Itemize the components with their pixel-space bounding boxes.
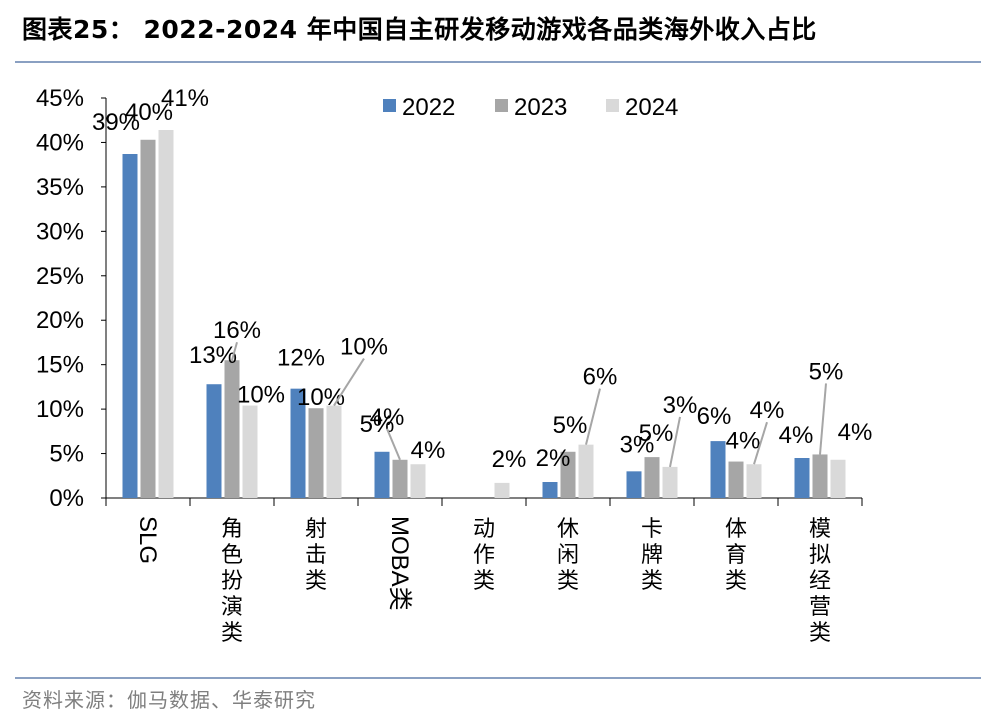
y-tick-label: 40%: [36, 129, 84, 156]
data-label: 3%: [620, 431, 655, 458]
bar-2024-9: [830, 459, 846, 498]
data-label: 4%: [726, 428, 761, 455]
data-label: 2%: [536, 445, 571, 472]
bar-2023-9: [812, 454, 828, 498]
data-label: 3%: [663, 392, 698, 419]
data-label: 13%: [189, 342, 237, 369]
bar-2023-1: [140, 139, 156, 498]
bar-2022-1: [122, 154, 138, 498]
x-category-label-9: 模拟经营类: [809, 516, 831, 645]
x-category-label-8: 体育类: [725, 516, 747, 593]
y-tick-label: 45%: [36, 85, 84, 112]
x-category-label-5: 动作类: [473, 516, 495, 593]
data-label: 2%: [492, 446, 527, 473]
bar-2022-6: [542, 482, 558, 498]
data-label: 6%: [697, 403, 732, 430]
bar-2023-4: [392, 459, 408, 498]
legend-label-2022: 2022: [402, 94, 455, 121]
bar-2024-3: [326, 405, 342, 498]
x-category-label-6: 休闲类: [557, 516, 579, 593]
data-label: 5%: [553, 412, 588, 439]
y-tick-label: 10%: [36, 396, 84, 423]
legend-swatch-2023: [495, 99, 508, 112]
bar-2022-4: [374, 451, 390, 498]
legend-label-2023: 2023: [514, 94, 567, 121]
data-label: 10%: [297, 384, 345, 411]
bar-2023-2: [224, 360, 240, 498]
bar-2024-7: [662, 466, 678, 498]
x-category-label-4: MOBA类: [386, 516, 413, 611]
data-label: 10%: [237, 382, 285, 409]
bar-2024-8: [746, 464, 762, 498]
leader-line: [585, 388, 601, 445]
bar-2022-3: [290, 388, 306, 498]
leader-line: [669, 416, 681, 468]
bar-2023-6: [560, 451, 576, 498]
data-label: 5%: [809, 358, 844, 385]
data-label: 10%: [340, 334, 388, 361]
y-tick-label: 20%: [36, 307, 84, 334]
bar-chart: 0% 5% 10% 15% 20% 25% 30% 35% 40% 45% 39% 13% 12% 5% 2…: [36, 85, 873, 645]
data-label: 40%: [125, 99, 173, 126]
y-tick-label: 15%: [36, 352, 84, 379]
bar-2023-3: [308, 408, 324, 498]
legend-swatch-2024: [606, 99, 619, 112]
legend-label-2024: 2024: [625, 94, 678, 121]
source-note: 资料来源：伽马数据、华泰研究: [22, 688, 316, 712]
title-divider: [15, 61, 981, 63]
x-category-label-7: 卡牌类: [641, 516, 663, 593]
x-category-label-2: 角色扮演类: [221, 516, 243, 645]
data-label: 16%: [213, 317, 261, 344]
legend-swatch-2022: [383, 99, 396, 112]
data-label: 4%: [838, 419, 873, 446]
chart-title: 图表25： 2022-2024 年中国自主研发移动游戏各品类海外收入占比: [22, 15, 817, 44]
y-tick-label: 25%: [36, 263, 84, 290]
leader-line: [819, 383, 827, 455]
bar-2024-1: [158, 130, 174, 498]
leader-line: [333, 358, 365, 407]
bar-2022-2: [206, 384, 222, 498]
data-label: 4%: [411, 437, 446, 464]
bar-2023-7: [644, 457, 660, 498]
leader-line: [753, 421, 768, 465]
data-label: 41%: [161, 85, 209, 112]
y-tick-label: 30%: [36, 218, 84, 245]
bar-2022-8: [710, 441, 726, 498]
leader-line: [231, 341, 238, 361]
data-label: 4%: [779, 422, 814, 449]
y-tick-label: 35%: [36, 174, 84, 201]
bar-2024-6: [578, 444, 594, 498]
data-label: 12%: [277, 345, 325, 372]
bar-2024-5: [494, 482, 510, 498]
bar-2023-8: [728, 461, 744, 498]
source-divider: [15, 677, 981, 679]
data-label: 4%: [370, 404, 405, 431]
x-category-label-1: SLG: [134, 516, 161, 564]
data-label: 6%: [583, 364, 618, 391]
data-label: 39%: [92, 109, 140, 136]
data-label: 4%: [750, 397, 785, 424]
leader-line: [386, 428, 401, 461]
bar-2022-9: [794, 458, 810, 498]
y-tick-label: 0%: [49, 485, 84, 512]
y-tick-label: 5%: [49, 441, 84, 468]
bar-2024-2: [242, 405, 258, 498]
bar-2024-4: [410, 464, 426, 498]
x-category-label-3: 射击类: [305, 516, 327, 593]
bar-2022-7: [626, 471, 642, 498]
data-label: 5%: [639, 420, 674, 447]
